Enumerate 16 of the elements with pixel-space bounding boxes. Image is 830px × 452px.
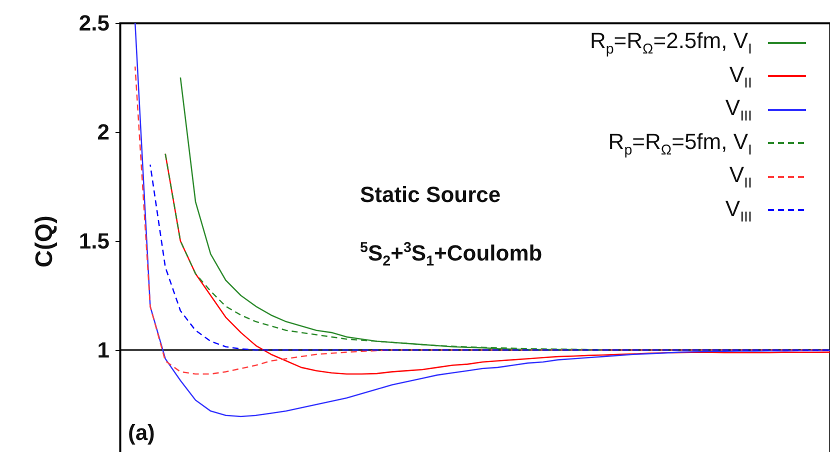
annotation: (a)	[128, 420, 155, 446]
legend-label: V$_{II}$	[729, 62, 752, 91]
y-axis-title: C(Q)	[30, 216, 58, 268]
legend-label: V$_{II}$	[729, 162, 752, 192]
y-tick-label: 2	[97, 120, 110, 144]
line-series	[134, 22, 830, 418]
y-tick-label: 1	[97, 338, 110, 362]
y-tick-label: 2.5	[78, 10, 110, 36]
legend-label: R$_{p}$=R$_{Ω}$=2.5fm, V$_{I}$	[590, 28, 752, 58]
legend-label: R$_{p}$=R$_{Ω}$=5fm, V$_{I}$	[608, 128, 752, 158]
line-series	[150, 164, 830, 351]
y-tick-label: 1.5	[78, 228, 110, 254]
legend-label: V$_{III}$	[725, 196, 752, 225]
annotation: $^{5}$S$_{2}$+$^{3}$S$_{1}$+Coulomb	[360, 240, 542, 270]
legend-label: V$_{III}$	[725, 95, 752, 124]
annotation: Static Source	[360, 182, 501, 208]
